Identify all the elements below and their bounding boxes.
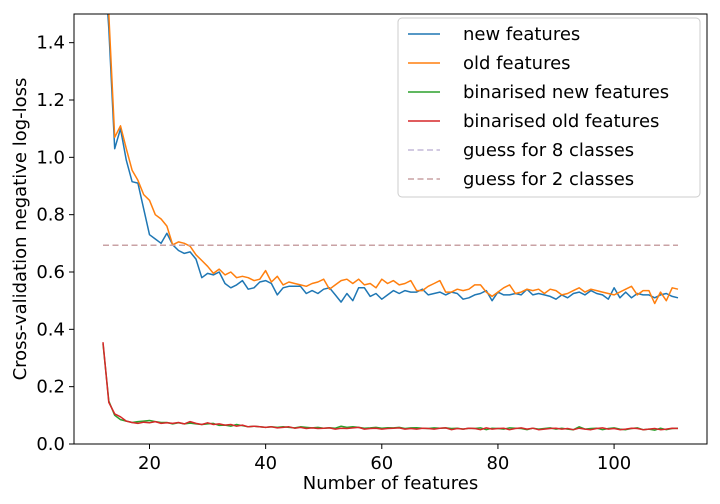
legend-label: guess for 2 classes [463, 169, 634, 190]
y-axis: 0.0 0.2 0.4 0.6 0.8 1.0 1.2 1.4 [36, 33, 74, 455]
legend-label: binarised new features [463, 82, 669, 103]
legend-label: new features [463, 24, 580, 45]
x-axis: 20 40 60 80 100 [138, 444, 631, 474]
legend: new features old features binarised new fe… [397, 17, 701, 198]
y-tick-label: 0.4 [36, 319, 65, 340]
legend-label: binarised old features [463, 111, 659, 132]
legend-label: old features [463, 53, 571, 74]
y-tick-label: 0.8 [36, 205, 65, 226]
axes-frame [73, 13, 708, 445]
y-tick-label: 1.2 [36, 90, 65, 111]
plot-area [102, 14, 679, 431]
y-tick-label: 0.0 [36, 434, 65, 455]
legend-label: guess for 8 classes [463, 140, 634, 161]
series-line-old-features [108, 14, 679, 305]
x-tick-label: 60 [370, 453, 393, 474]
x-tick-label: 100 [597, 453, 631, 474]
series-line-new-features [107, 14, 679, 303]
x-tick-label: 20 [138, 453, 161, 474]
y-axis-label: Cross-validation negative log-loss [10, 78, 31, 381]
legend-box [397, 17, 701, 198]
x-tick-label: 80 [486, 453, 509, 474]
y-tick-label: 0.6 [36, 262, 65, 283]
y-tick-label: 0.2 [36, 377, 65, 398]
y-tick-label: 1.0 [36, 147, 65, 168]
series-line-binarised-old-features [102, 342, 679, 431]
y-tick-label: 1.4 [36, 33, 65, 54]
x-axis-label: Number of features [303, 473, 478, 494]
x-tick-label: 40 [254, 453, 277, 474]
